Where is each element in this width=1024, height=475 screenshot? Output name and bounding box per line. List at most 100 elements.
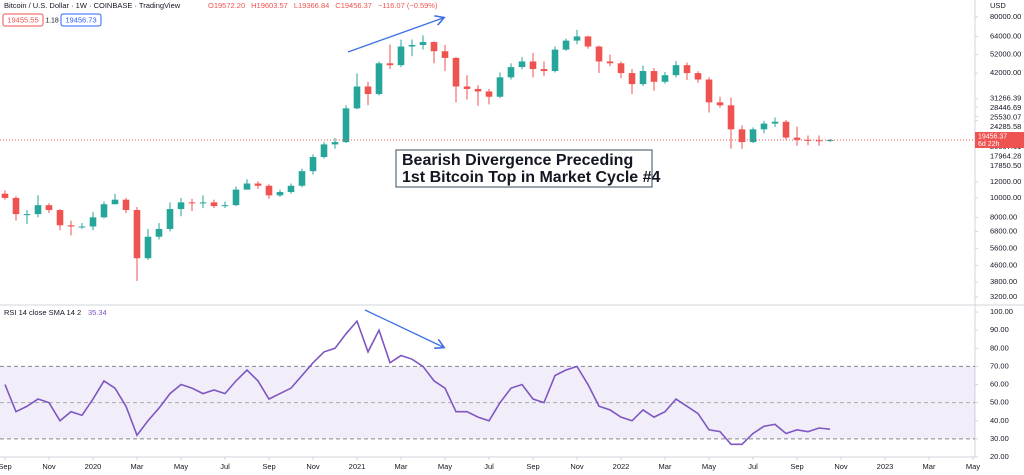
rsi-line	[4, 319, 831, 446]
x-tick-label: Mar	[923, 462, 936, 471]
candle-body	[617, 63, 625, 74]
candle-body	[628, 73, 636, 85]
candle-body	[133, 210, 141, 259]
candle-body	[122, 199, 130, 211]
ohlc-value: H19603.57	[251, 1, 288, 10]
price-tag-countdown: 6d 22h	[978, 141, 1000, 148]
x-tick-label: Mar	[131, 462, 144, 471]
candle-body	[474, 88, 482, 92]
y-tick-label: 12000.00	[990, 177, 1021, 186]
candle-body	[419, 42, 427, 46]
candle-body	[782, 121, 790, 138]
candle-body	[254, 183, 262, 186]
candle-body	[364, 86, 372, 95]
candle-body	[485, 91, 493, 97]
candle-body	[331, 142, 339, 145]
candle-body	[45, 205, 53, 211]
candle-body	[694, 73, 702, 80]
candle-body	[320, 144, 328, 158]
ask-box	[60, 13, 102, 27]
candle-body	[463, 86, 471, 89]
x-tick-label: Jul	[484, 462, 494, 471]
y-tick-label: 42000.00	[990, 68, 1021, 77]
y-tick-label: 17964.28	[990, 152, 1021, 161]
candle-body	[67, 225, 75, 227]
candle-body	[232, 189, 240, 206]
y-tick-label: 4600.00	[990, 260, 1017, 269]
candle-body	[78, 226, 86, 228]
annotation: Bearish Divergence Preceding	[402, 152, 633, 169]
ohlc-value: O19572.20	[208, 1, 245, 10]
candle-body	[144, 236, 152, 259]
x-tick-label: 2022	[613, 462, 630, 471]
x-tick-label: Sep	[790, 462, 803, 471]
x-tick-label: May	[966, 462, 980, 471]
rsi-title: RSI 14 close SMA 14 2	[4, 308, 81, 317]
x-tick-label: Sep	[0, 462, 12, 471]
y-tick-label: 31266.39	[990, 94, 1021, 103]
y-tick-label: 28446.69	[990, 103, 1021, 112]
y-tick-label: 40.00	[990, 416, 1009, 425]
candle-body	[650, 71, 658, 82]
candle-body	[23, 214, 31, 216]
ohlc-value: −116.07 (−0.59%)	[378, 1, 438, 10]
candle-body	[496, 77, 504, 97]
x-tick-label: Jul	[220, 462, 230, 471]
candle-body	[430, 42, 438, 52]
y-tick-label: 24285.58	[990, 122, 1021, 131]
y-tick-label: 64000.00	[990, 31, 1021, 40]
divergence-arrow	[347, 18, 443, 53]
candle-body	[595, 46, 603, 62]
candle-body	[34, 205, 42, 215]
x-tick-label: 2023	[877, 462, 894, 471]
candle-body	[1, 193, 9, 198]
y-tick-label: 17850.50	[990, 161, 1021, 170]
candle-body	[452, 57, 460, 87]
candle-body	[56, 210, 64, 226]
candle-body	[507, 67, 515, 78]
x-tick-label: 2021	[349, 462, 366, 471]
spread: 1.18	[45, 17, 59, 24]
ohlc-value: L19366.84	[294, 1, 329, 10]
x-tick-label: Nov	[42, 462, 56, 471]
y-tick-label: 3200.00	[990, 292, 1017, 301]
candle-body	[639, 71, 647, 85]
candle-body	[221, 205, 229, 207]
candle-body	[705, 79, 713, 103]
candle-body	[309, 157, 317, 172]
y-tick-label: 3800.00	[990, 277, 1017, 286]
y-tick-label: 60.00	[990, 380, 1009, 389]
y-tick-label: 25530.07	[990, 113, 1021, 122]
candle-body	[441, 51, 449, 58]
candle-body	[408, 45, 416, 47]
candle-body	[540, 69, 548, 72]
rsi-pane: 100.00 90.00 80.00 70.00 60.00 50.00 40.00 30.0…	[0, 307, 1013, 461]
price-pane: 80000.00 64000.00 52000.00 42000.00 31266.39…	[0, 12, 1024, 301]
x-tick-label: Nov	[570, 462, 584, 471]
candle-body	[210, 202, 218, 207]
candle-body	[683, 65, 691, 74]
candle-body	[111, 199, 119, 205]
bid-box	[2, 13, 44, 27]
price-tag	[975, 132, 1024, 149]
candle-body	[716, 102, 724, 106]
y-tick-label: 52000.00	[990, 49, 1021, 58]
annotation: 1st Bitcoin Top in Market Cycle #4	[402, 169, 661, 186]
x-tick-label: May	[702, 462, 716, 471]
rsi-last: 35.34	[88, 308, 107, 317]
candle-body	[100, 204, 108, 218]
x-tick-label: Mar	[659, 462, 672, 471]
candle-body	[804, 139, 812, 141]
y-tick-label: 80.00	[990, 343, 1009, 352]
candle-body	[529, 61, 537, 70]
x-tick-label: May	[174, 462, 188, 471]
price-tag-value: 19456.37	[978, 133, 1007, 140]
divergence-arrow	[364, 309, 443, 347]
bid: 19455.55	[7, 15, 38, 24]
candle-body	[738, 129, 746, 143]
y-tick-label: 70.00	[990, 361, 1009, 370]
ohlc-value: C19456.37	[335, 1, 372, 10]
